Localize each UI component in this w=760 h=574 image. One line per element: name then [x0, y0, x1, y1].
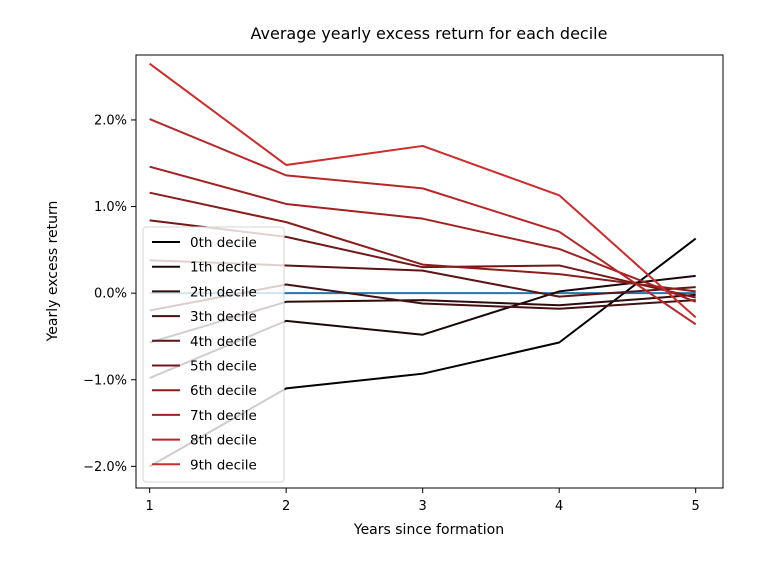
x-tick-label: 3 [419, 499, 427, 514]
chart-title: Average yearly excess return for each de… [251, 24, 608, 43]
x-tick-label: 4 [555, 499, 563, 514]
x-axis-label: Years since formation [353, 522, 504, 538]
series-line-8 [149, 118, 697, 326]
x-tick-label: 1 [146, 499, 154, 514]
series-line-7 [149, 165, 697, 303]
legend-label-2: 2th decile [190, 284, 257, 300]
x-axis: 1 2 3 4 5 [146, 488, 700, 514]
legend-label-0: 0th decile [190, 235, 257, 251]
legend-label-7: 7th decile [190, 408, 257, 424]
series-line-9 [149, 62, 697, 319]
x-tick-label: 5 [692, 499, 700, 514]
x-tick-label: 2 [282, 499, 290, 514]
y-tick-label: 2.0% [94, 113, 127, 128]
legend: 0th decile 1th decile 2th decile 3th decile… [142, 226, 285, 483]
legend-label-3: 3th decile [190, 309, 257, 325]
plot-frame [135, 54, 724, 489]
legend-label-6: 6th decile [190, 383, 257, 399]
y-tick-label: −2.0% [83, 460, 127, 475]
y-tick-label: 0.0% [94, 287, 127, 302]
legend-label-9: 9th decile [190, 457, 257, 473]
legend-label-8: 8th decile [190, 433, 257, 449]
y-axis-label: Yearly excess return [45, 201, 61, 343]
y-tick-label: 1.0% [94, 200, 127, 215]
legend-label-1: 1th decile [190, 260, 257, 276]
series-line-6 [149, 191, 696, 293]
legend-label-5: 5th decile [190, 359, 257, 375]
y-axis: −2.0% −1.0% 0.0% 1.0% 2.0% [83, 113, 136, 475]
y-tick-label: −1.0% [83, 373, 127, 388]
legend-label-4: 4th decile [190, 334, 257, 350]
